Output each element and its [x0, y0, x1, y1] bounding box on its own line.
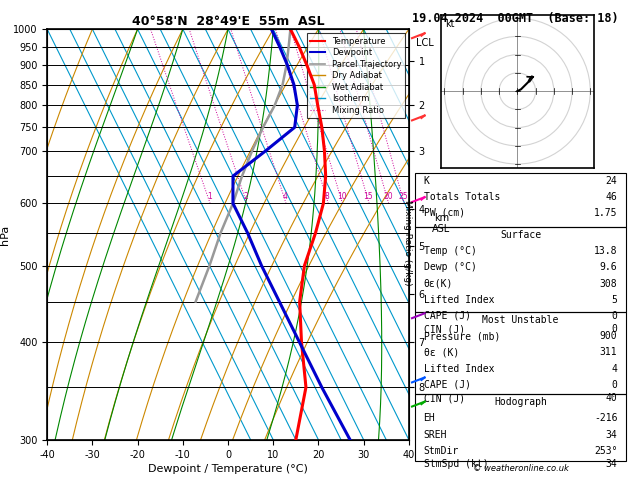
Text: 1.75: 1.75: [594, 208, 618, 218]
Text: 0: 0: [611, 325, 618, 334]
Text: 24: 24: [606, 175, 618, 186]
Text: 0: 0: [611, 380, 618, 390]
Text: Pressure (mb): Pressure (mb): [423, 331, 500, 341]
Title: 40°58'N  28°49'E  55m  ASL: 40°58'N 28°49'E 55m ASL: [131, 15, 325, 28]
Text: CAPE (J): CAPE (J): [423, 311, 470, 321]
Text: 10: 10: [337, 191, 347, 201]
Text: 46: 46: [606, 191, 618, 202]
Text: 2: 2: [243, 191, 248, 201]
Text: 5: 5: [611, 295, 618, 305]
Text: 15: 15: [364, 191, 373, 201]
Y-axis label: km
ASL: km ASL: [432, 213, 450, 235]
Text: Mixing Ratio (g/kg): Mixing Ratio (g/kg): [403, 200, 412, 286]
Bar: [415, 394, 626, 461]
Text: 25: 25: [399, 191, 408, 201]
Text: CIN (J): CIN (J): [423, 393, 465, 403]
Text: CIN (J): CIN (J): [423, 325, 465, 334]
Text: kt: kt: [445, 19, 455, 29]
Text: Surface: Surface: [500, 230, 541, 240]
Text: Lifted Index: Lifted Index: [423, 364, 494, 374]
Text: Hodograph: Hodograph: [494, 398, 547, 407]
Text: θε(K): θε(K): [423, 278, 453, 289]
X-axis label: Dewpoint / Temperature (°C): Dewpoint / Temperature (°C): [148, 464, 308, 474]
Text: 253°: 253°: [594, 446, 618, 455]
Text: 13.8: 13.8: [594, 246, 618, 256]
Bar: [415, 173, 626, 227]
Text: 4: 4: [282, 191, 287, 201]
Text: 4: 4: [611, 364, 618, 374]
Bar: [415, 227, 626, 312]
Text: Totals Totals: Totals Totals: [423, 191, 500, 202]
Text: 34: 34: [606, 459, 618, 469]
Text: 40: 40: [606, 393, 618, 403]
Text: 8: 8: [325, 191, 330, 201]
Bar: [415, 312, 626, 394]
Text: Dewp (°C): Dewp (°C): [423, 262, 476, 273]
Text: © weatheronline.co.uk: © weatheronline.co.uk: [472, 464, 569, 473]
Text: 308: 308: [600, 278, 618, 289]
Y-axis label: hPa: hPa: [0, 225, 10, 244]
Text: 0: 0: [611, 311, 618, 321]
Text: StmDir: StmDir: [423, 446, 459, 455]
Text: CAPE (J): CAPE (J): [423, 380, 470, 390]
Text: Most Unstable: Most Unstable: [482, 315, 559, 325]
Text: 20: 20: [383, 191, 392, 201]
Text: -216: -216: [594, 414, 618, 423]
Text: 19.04.2024  00GMT  (Base: 18): 19.04.2024 00GMT (Base: 18): [412, 12, 618, 25]
Text: θε (K): θε (K): [423, 347, 459, 358]
Text: K: K: [423, 175, 430, 186]
Text: Lifted Index: Lifted Index: [423, 295, 494, 305]
Text: LCL: LCL: [416, 38, 433, 48]
Text: SREH: SREH: [423, 430, 447, 439]
Text: 34: 34: [606, 430, 618, 439]
Text: 311: 311: [600, 347, 618, 358]
Text: 9.6: 9.6: [600, 262, 618, 273]
Text: EH: EH: [423, 414, 435, 423]
Text: StmSpd (kt): StmSpd (kt): [423, 459, 488, 469]
Text: Temp (°C): Temp (°C): [423, 246, 476, 256]
Legend: Temperature, Dewpoint, Parcel Trajectory, Dry Adiabat, Wet Adiabat, Isotherm, Mi: Temperature, Dewpoint, Parcel Trajectory…: [307, 34, 404, 118]
Text: 900: 900: [600, 331, 618, 341]
Text: PW (cm): PW (cm): [423, 208, 465, 218]
Text: 1: 1: [207, 191, 211, 201]
